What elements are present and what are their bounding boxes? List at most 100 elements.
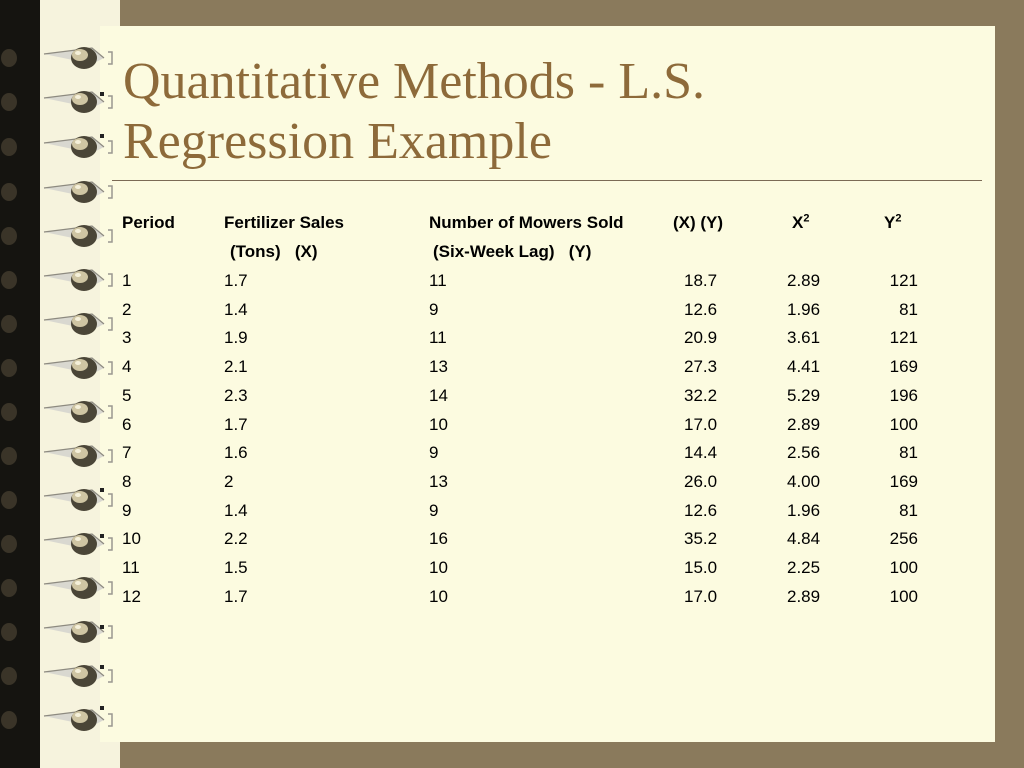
cell-y-squared: 256 [889, 529, 918, 549]
cell-xy: 15.0 [684, 558, 718, 577]
cell-mowers-y: 13 [429, 471, 448, 491]
cell-mowers-y: 10 [429, 414, 448, 434]
cell-x-squared: 1.96 [787, 299, 821, 319]
cell-y-squared: 169 [889, 471, 918, 491]
cell-x-squared: 1.96 [787, 500, 821, 520]
binding-ring [0, 442, 118, 470]
cell-x-squared: 4.00 [787, 471, 821, 491]
cell-xy: 32.2 [684, 385, 718, 405]
cell-period: 3 [122, 328, 132, 348]
cell-xy: 12.6 [684, 299, 718, 319]
binding-ring [0, 530, 118, 558]
cell-period: 1 [122, 271, 132, 290]
binding-ring [0, 222, 118, 250]
slide-title: Quantitative Methods - L.S. Regression E… [123, 53, 706, 170]
cell-xy: 27.3 [684, 357, 718, 377]
binding-ring [0, 574, 118, 602]
cell-xy: 17.0 [684, 586, 718, 606]
binding-dot [100, 134, 104, 138]
cell-y-squared: 100 [889, 586, 918, 606]
cell-fertilizer-x: 1.7 [224, 414, 248, 434]
cell-fertilizer-x: 1.4 [224, 299, 248, 319]
cell-mowers-y: 16 [429, 529, 448, 549]
cell-xy: 14.4 [684, 443, 718, 463]
binding-dot [100, 706, 104, 710]
header-mowers-lag: (Six-Week Lag) (Y) [433, 242, 592, 261]
binding-dot [100, 92, 104, 96]
binding-ring [0, 398, 118, 426]
cell-mowers-y: 9 [429, 443, 439, 463]
cell-period: 12 [122, 586, 141, 606]
binding-ring [0, 44, 118, 72]
cell-fertilizer-x: 1.7 [224, 586, 248, 606]
cell-x-squared: 2.89 [787, 414, 821, 434]
cell-x-squared: 3.61 [787, 328, 821, 348]
cell-xy: 17.0 [684, 414, 718, 434]
cell-fertilizer-x: 1.5 [224, 558, 248, 577]
header-period: Period [122, 213, 175, 232]
cell-fertilizer-x: 1.4 [224, 500, 248, 520]
binding-dot [100, 534, 104, 538]
binding-ring [0, 178, 118, 206]
header-x-squared: X2 [792, 212, 810, 232]
cell-y-squared: 100 [889, 414, 918, 434]
cell-mowers-y: 9 [429, 299, 439, 319]
cell-xy: 20.9 [684, 328, 718, 348]
binding-ring [0, 662, 118, 690]
cell-x-squared: 2.25 [787, 558, 821, 577]
cell-period: 5 [122, 385, 132, 405]
cell-mowers-y: 11 [429, 328, 447, 348]
cell-period: 10 [122, 529, 141, 549]
cell-y-squared: 100 [889, 558, 918, 577]
binding-ring [0, 706, 118, 734]
binding-ring [0, 486, 118, 514]
cell-mowers-y: 13 [429, 357, 448, 377]
binding-ring [0, 88, 118, 116]
cell-x-squared: 2.56 [787, 443, 821, 463]
cell-y-squared: 81 [899, 299, 918, 319]
cell-period: 4 [122, 357, 132, 377]
cell-x-squared: 4.84 [787, 529, 821, 549]
binding-dot [100, 665, 104, 669]
cell-fertilizer-x: 1.6 [224, 443, 248, 463]
cell-period: 8 [122, 471, 132, 491]
title-underline [112, 180, 982, 181]
cell-period: 7 [122, 443, 132, 463]
cell-x-squared: 5.29 [787, 385, 821, 405]
cell-xy: 12.6 [684, 500, 718, 520]
cell-fertilizer-x: 2 [224, 471, 234, 491]
cell-mowers-y: 10 [429, 586, 448, 606]
cell-x-squared: 2.89 [787, 586, 821, 606]
cell-mowers-y: 11 [429, 271, 447, 290]
cell-y-squared: 196 [889, 385, 918, 405]
cell-xy: 18.7 [684, 271, 718, 290]
cell-period: 9 [122, 500, 132, 520]
cell-x-squared: 4.41 [787, 357, 821, 377]
cell-y-squared: 169 [889, 357, 918, 377]
cell-xy: 35.2 [684, 529, 718, 549]
cell-y-squared: 121 [889, 328, 918, 348]
binding-ring [0, 133, 118, 161]
cell-mowers-y: 10 [429, 558, 448, 577]
binding-ring [0, 310, 118, 338]
cell-fertilizer-x: 2.1 [224, 357, 248, 377]
cell-mowers-y: 9 [429, 500, 439, 520]
cell-period: 2 [122, 299, 132, 319]
header-y-squared: Y2 [884, 212, 902, 232]
cell-mowers-y: 14 [429, 385, 448, 405]
cell-fertilizer-x: 2.2 [224, 529, 248, 549]
cell-xy: 26.0 [684, 471, 718, 491]
cell-fertilizer-x: 2.3 [224, 385, 248, 405]
binding-dot [100, 488, 104, 492]
header-mowers-sold: Number of Mowers Sold [429, 213, 624, 232]
cell-y-squared: 81 [899, 500, 918, 520]
cell-fertilizer-x: 1.7 [224, 271, 248, 290]
cell-y-squared: 81 [899, 443, 918, 463]
header-xy: (X) (Y) [673, 213, 724, 232]
cell-x-squared: 2.89 [787, 271, 821, 290]
cell-period: 11 [122, 558, 140, 577]
cell-period: 6 [122, 414, 132, 434]
cell-y-squared: 121 [889, 271, 918, 290]
notebook-page [100, 26, 995, 742]
